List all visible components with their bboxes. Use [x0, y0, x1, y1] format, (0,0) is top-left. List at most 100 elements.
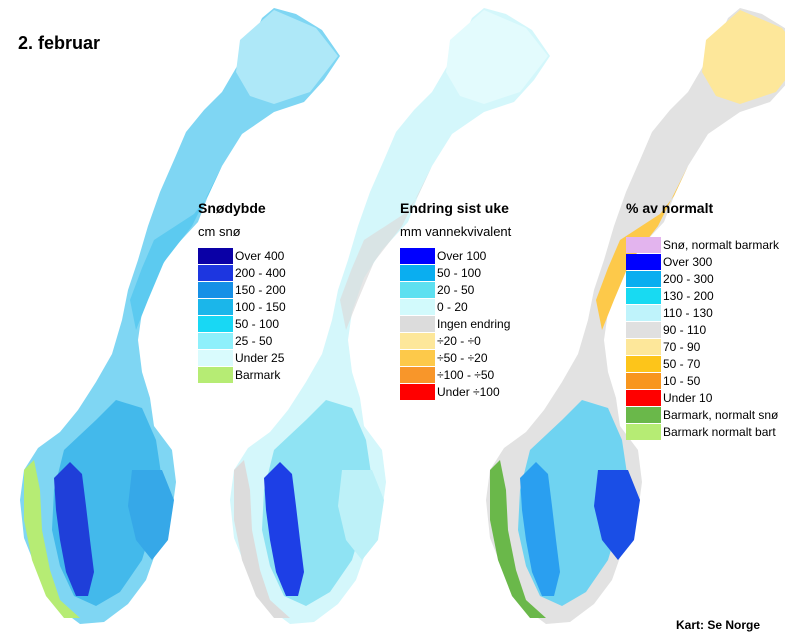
legend-swatch	[198, 298, 233, 315]
legend-label: 50 - 70	[663, 356, 701, 371]
legend-title: Endring sist uke	[400, 200, 509, 216]
legend-label: Barmark, normalt snø	[663, 407, 779, 422]
legend-label: Under ÷100	[437, 384, 500, 399]
legend-subtitle: mm vannekvivalent	[400, 224, 512, 239]
legend-label: 20 - 50	[437, 282, 475, 297]
legend-label: Under 25	[235, 350, 285, 365]
legend-swatch	[626, 423, 661, 440]
legend-label: 50 - 100	[437, 265, 482, 280]
legend-snow-depth: Snødybde cm snø Over 400 200 - 400 150 - 2…	[198, 200, 286, 383]
legend-rows: Snø, normalt barmark Over 300 200 - 300 130…	[626, 236, 779, 440]
legend-swatch	[400, 247, 435, 264]
legend-item: Under ÷100	[400, 383, 511, 400]
legend-item: Barmark normalt bart	[626, 423, 779, 440]
legend-swatch	[626, 389, 661, 406]
legend-label: Under 10	[663, 390, 713, 405]
legend-item: Snø, normalt barmark	[626, 236, 779, 253]
legend-title: Snødybde	[198, 200, 266, 216]
legend-swatch	[400, 349, 435, 366]
legend-item: 100 - 150	[198, 298, 286, 315]
legend-swatch	[626, 372, 661, 389]
legend-item: ÷100 - ÷50	[400, 366, 511, 383]
legend-item: 50 - 100	[400, 264, 511, 281]
legend-item: ÷50 - ÷20	[400, 349, 511, 366]
legend-swatch	[198, 315, 233, 332]
legend-swatch	[400, 264, 435, 281]
legend-label: Snø, normalt barmark	[663, 237, 780, 252]
legend-item: Barmark	[198, 366, 286, 383]
legend-item: 200 - 400	[198, 264, 286, 281]
legend-swatch	[198, 281, 233, 298]
legend-rows: Over 100 50 - 100 20 - 50 0 - 20 Ingen endri…	[400, 247, 511, 400]
legend-swatch	[626, 321, 661, 338]
legend-item: 130 - 200	[626, 287, 779, 304]
legend-swatch	[198, 247, 233, 264]
legend-swatch	[626, 338, 661, 355]
legend-label: Barmark	[235, 367, 281, 382]
legend-swatch	[400, 315, 435, 332]
legend-item: 70 - 90	[626, 338, 779, 355]
legend-item: 50 - 70	[626, 355, 779, 372]
legend-label: 100 - 150	[235, 299, 286, 314]
legend-item: Barmark, normalt snø	[626, 406, 779, 423]
legend-percent-of-normal: % av normalt Snø, normalt barmark Over 30…	[626, 200, 779, 440]
legend-label: 50 - 100	[235, 316, 280, 331]
legend-label: 70 - 90	[663, 339, 701, 354]
legend-item: Ingen endring	[400, 315, 511, 332]
legend-swatch	[400, 366, 435, 383]
legend-label: 25 - 50	[235, 333, 273, 348]
legend-swatch	[198, 366, 233, 383]
legend-item: Over 300	[626, 253, 779, 270]
legend-change-last-week: Endring sist uke mm vannekvivalent Over …	[400, 200, 511, 400]
legend-rows: Over 400 200 - 400 150 - 200 100 - 150 50 - …	[198, 247, 286, 383]
legend-item: Over 100	[400, 247, 511, 264]
legend-item: Under 10	[626, 389, 779, 406]
legend-label: ÷20 - ÷0	[437, 333, 481, 348]
legend-swatch	[400, 281, 435, 298]
legend-label: Ingen endring	[437, 316, 511, 331]
date-label: 2. februar	[18, 33, 101, 53]
legend-swatch	[626, 253, 661, 270]
legend-swatch	[198, 264, 233, 281]
legend-item: 20 - 50	[400, 281, 511, 298]
legend-swatch	[198, 349, 233, 366]
legend-label: 200 - 400	[235, 265, 286, 280]
legend-swatch	[198, 332, 233, 349]
legend-swatch	[400, 383, 435, 400]
legend-item: 90 - 110	[626, 321, 779, 338]
legend-label: 110 - 130	[663, 305, 713, 320]
legend-item: 10 - 50	[626, 372, 779, 389]
legend-subtitle: cm snø	[198, 224, 241, 239]
legend-swatch	[626, 355, 661, 372]
legend-swatch	[626, 287, 661, 304]
legend-label: 90 - 110	[663, 322, 707, 337]
legend-title: % av normalt	[626, 200, 714, 216]
legend-label: 150 - 200	[235, 282, 286, 297]
map-credit: Kart: Se Norge	[676, 618, 761, 632]
legend-item: 200 - 300	[626, 270, 779, 287]
legend-label: 0 - 20	[437, 299, 468, 314]
legend-item: 25 - 50	[198, 332, 286, 349]
legend-label: Over 400	[235, 248, 285, 263]
legend-label: 200 - 300	[663, 271, 714, 286]
legend-swatch	[626, 406, 661, 423]
legend-label: Barmark normalt bart	[663, 424, 776, 439]
legend-swatch	[626, 270, 661, 287]
legend-label: 10 - 50	[663, 373, 701, 388]
legend-swatch	[626, 236, 661, 253]
legend-label: Over 100	[437, 248, 487, 263]
legend-item: Under 25	[198, 349, 286, 366]
legend-item: 50 - 100	[198, 315, 286, 332]
legend-item: 110 - 130	[626, 304, 779, 321]
legend-label: ÷100 - ÷50	[437, 367, 495, 382]
legend-label: ÷50 - ÷20	[437, 350, 488, 365]
legend-item: Over 400	[198, 247, 286, 264]
legend-label: 130 - 200	[663, 288, 714, 303]
legend-item: 150 - 200	[198, 281, 286, 298]
legend-swatch	[400, 298, 435, 315]
legend-item: ÷20 - ÷0	[400, 332, 511, 349]
legend-item: 0 - 20	[400, 298, 511, 315]
legend-label: Over 300	[663, 254, 713, 269]
legend-swatch	[626, 304, 661, 321]
legend-swatch	[400, 332, 435, 349]
